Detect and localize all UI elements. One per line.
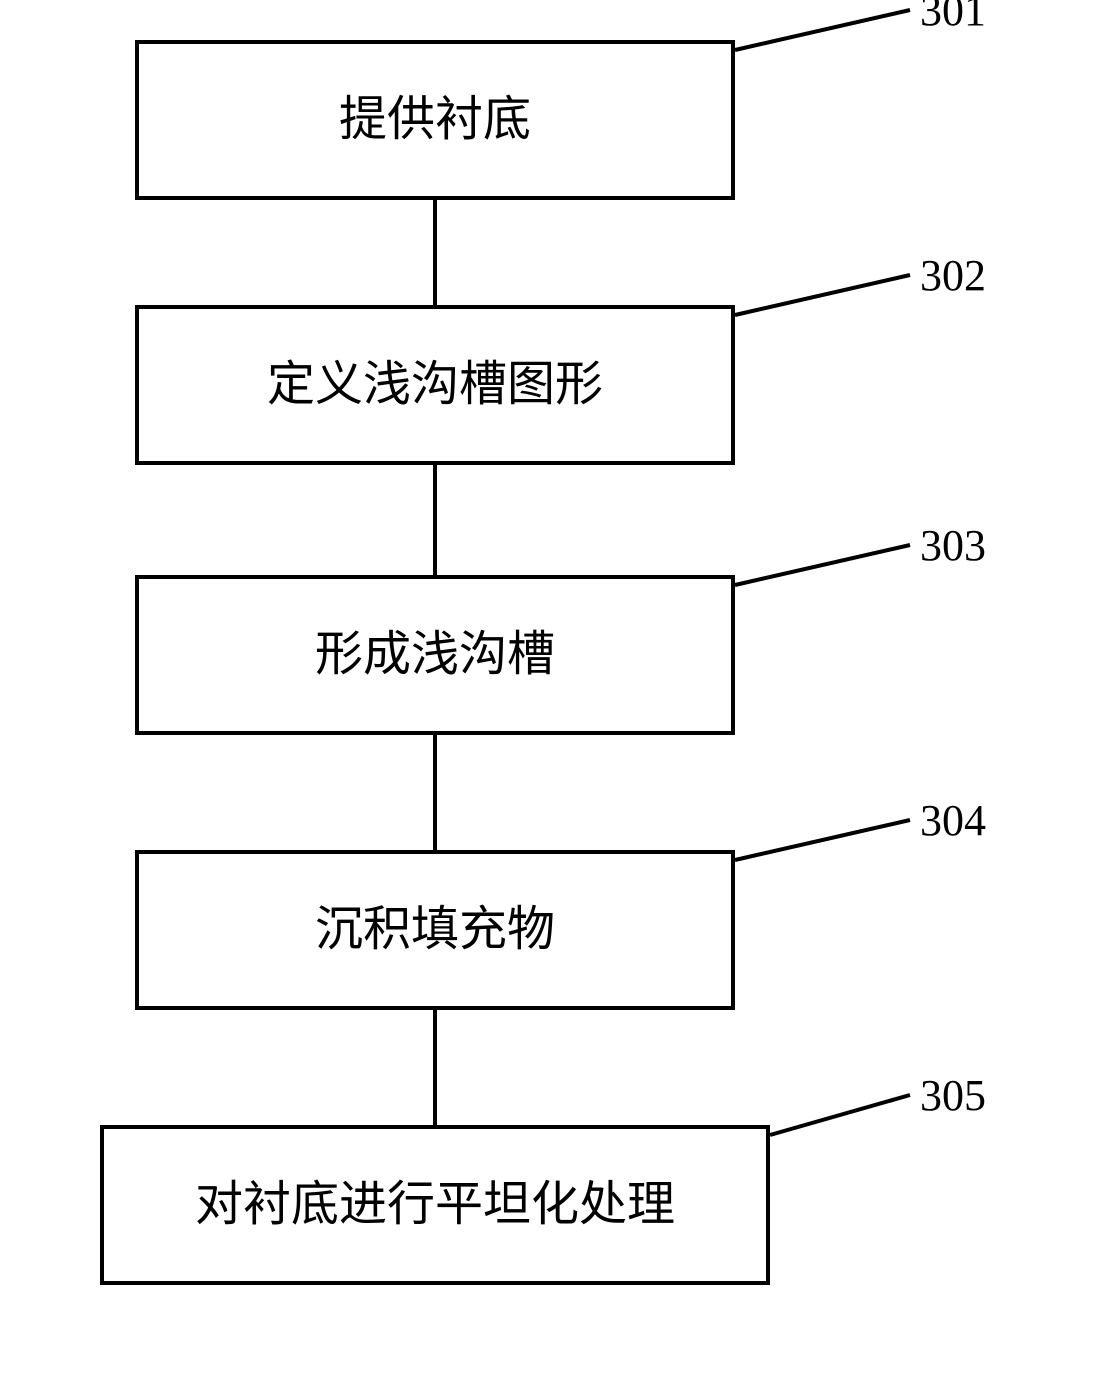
label-line: [735, 10, 910, 50]
label-line: [735, 275, 910, 315]
node-label: 301: [920, 0, 986, 36]
node-label: 305: [920, 1070, 986, 1121]
node-label: 304: [920, 795, 986, 846]
label-lines-svg: [100, 0, 1000, 1330]
node-label: 302: [920, 250, 986, 301]
label-line: [735, 820, 910, 860]
label-line: [735, 545, 910, 585]
label-line: [770, 1095, 910, 1135]
node-label: 303: [920, 520, 986, 571]
